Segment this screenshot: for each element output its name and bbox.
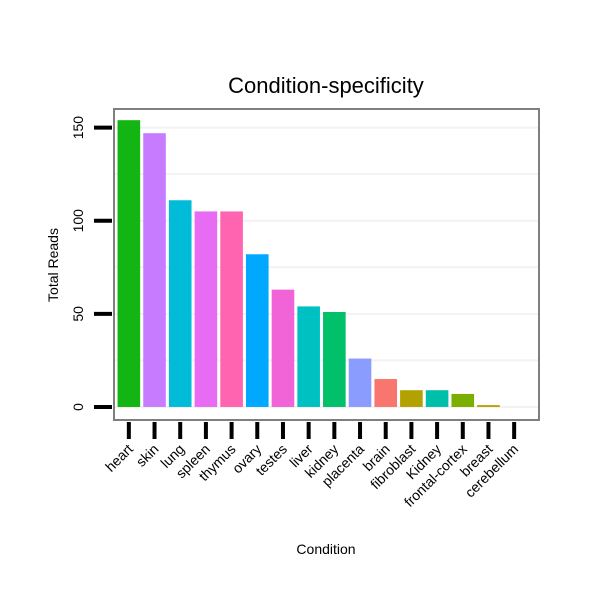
y-tick-label: 50 — [70, 306, 86, 322]
bar-frontal-cortex — [451, 393, 475, 407]
bar-testes — [271, 289, 295, 407]
plot-frame — [113, 108, 540, 421]
chart-title: Condition-specificity — [228, 73, 424, 98]
bar-kidney — [425, 390, 449, 407]
bar-brain — [374, 379, 398, 407]
y-axis-title: Total Reads — [45, 228, 61, 302]
bar-liver — [297, 306, 320, 407]
bar-breast — [477, 405, 500, 407]
bar-spleen — [194, 211, 218, 407]
bar-lung — [168, 200, 192, 407]
bar-kidney — [323, 311, 346, 407]
bar-layer — [117, 120, 500, 407]
bar-placenta — [348, 358, 372, 407]
y-axis: 0 50 100 150 — [70, 116, 112, 411]
bar-ovary — [245, 254, 269, 407]
bar-thymus — [220, 211, 243, 407]
x-axis: heartskinlungspleenthymusovarytesteslive… — [102, 422, 521, 510]
x-axis-title: Condition — [296, 541, 355, 557]
x-tick-label: heart — [102, 441, 136, 475]
y-tick-label: 100 — [70, 209, 86, 233]
bar-skin — [143, 133, 166, 407]
y-tick-label: 150 — [70, 116, 86, 140]
x-tick-label: skin — [133, 441, 162, 470]
y-tick-label: 0 — [70, 403, 86, 411]
bar-heart — [117, 120, 141, 407]
bar-fibroblast — [400, 390, 423, 407]
